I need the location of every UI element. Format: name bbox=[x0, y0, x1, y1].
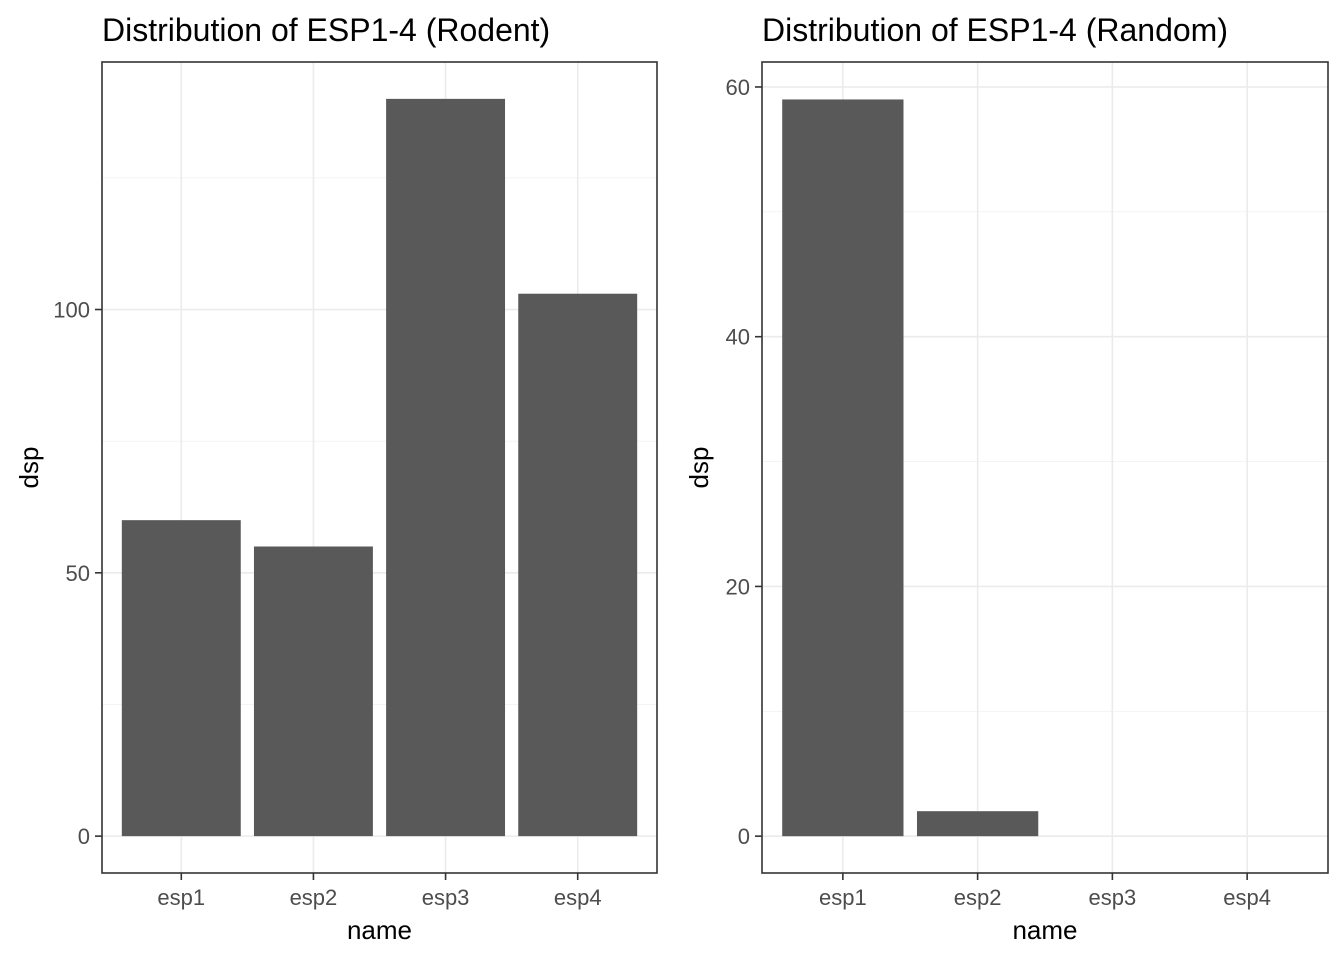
y-tick-label: 40 bbox=[726, 325, 750, 350]
y-tick-label: 0 bbox=[738, 824, 750, 849]
x-axis-title: name bbox=[347, 915, 412, 945]
y-tick-label: 50 bbox=[66, 561, 90, 586]
bar-esp2 bbox=[916, 811, 1039, 837]
x-tick-label-esp4: esp4 bbox=[554, 885, 602, 910]
y-tick-label: 100 bbox=[53, 298, 90, 323]
x-tick-label-esp1: esp1 bbox=[819, 885, 867, 910]
bar-esp4 bbox=[518, 293, 638, 837]
bar-esp1 bbox=[782, 99, 904, 837]
chart-title: Distribution of ESP1-4 (Random) bbox=[762, 12, 1228, 48]
panel-border bbox=[761, 61, 1329, 874]
panel-1: 0 50 100 esp1 esp2 esp3 esp4 Distribution of ES… bbox=[14, 12, 658, 945]
y-tick-label: 0 bbox=[78, 824, 90, 849]
panel-border bbox=[101, 61, 658, 874]
y-axis-title: dsp bbox=[14, 447, 44, 489]
bar-esp3 bbox=[386, 98, 506, 837]
panel-2: 0 20 40 60 esp1 esp2 esp3 esp4 Distribution of E… bbox=[684, 12, 1329, 945]
y-tick-label: 60 bbox=[726, 75, 750, 100]
x-tick-label-esp3: esp3 bbox=[1089, 885, 1137, 910]
x-tick-label-esp1: esp1 bbox=[157, 885, 205, 910]
x-axis-title: name bbox=[1012, 915, 1077, 945]
x-tick-label-esp2: esp2 bbox=[954, 885, 1002, 910]
bar-esp1 bbox=[121, 520, 241, 837]
x-tick-label-esp4: esp4 bbox=[1223, 885, 1271, 910]
y-axis-title: dsp bbox=[684, 447, 714, 489]
x-tick-label-esp3: esp3 bbox=[422, 885, 470, 910]
bar-esp2 bbox=[253, 546, 373, 837]
x-tick-label-esp2: esp2 bbox=[290, 885, 338, 910]
chart-title: Distribution of ESP1-4 (Rodent) bbox=[102, 12, 550, 48]
y-tick-label: 20 bbox=[726, 574, 750, 599]
